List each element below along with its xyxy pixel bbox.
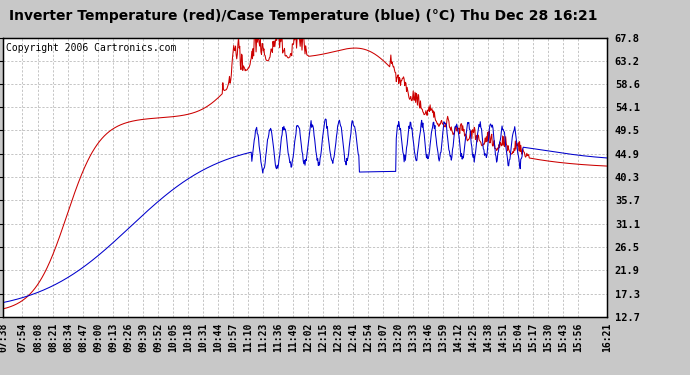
Text: Inverter Temperature (red)/Case Temperature (blue) (°C) Thu Dec 28 16:21: Inverter Temperature (red)/Case Temperat… <box>10 9 598 23</box>
Text: Copyright 2006 Cartronics.com: Copyright 2006 Cartronics.com <box>6 43 177 53</box>
